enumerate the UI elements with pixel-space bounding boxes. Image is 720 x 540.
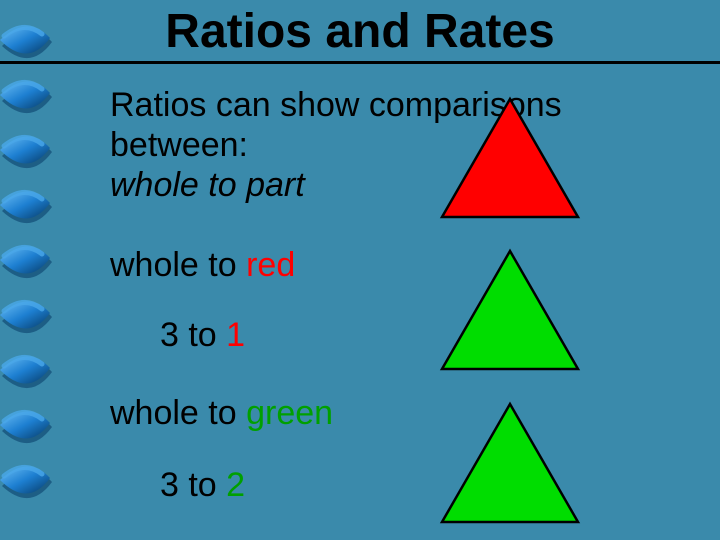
triangle-3 [442,404,578,522]
triangles-group [0,0,720,540]
triangle-2 [442,251,578,369]
triangle-1 [442,99,578,217]
slide-content: Ratios and Rates Ratios can show compari… [0,0,720,540]
